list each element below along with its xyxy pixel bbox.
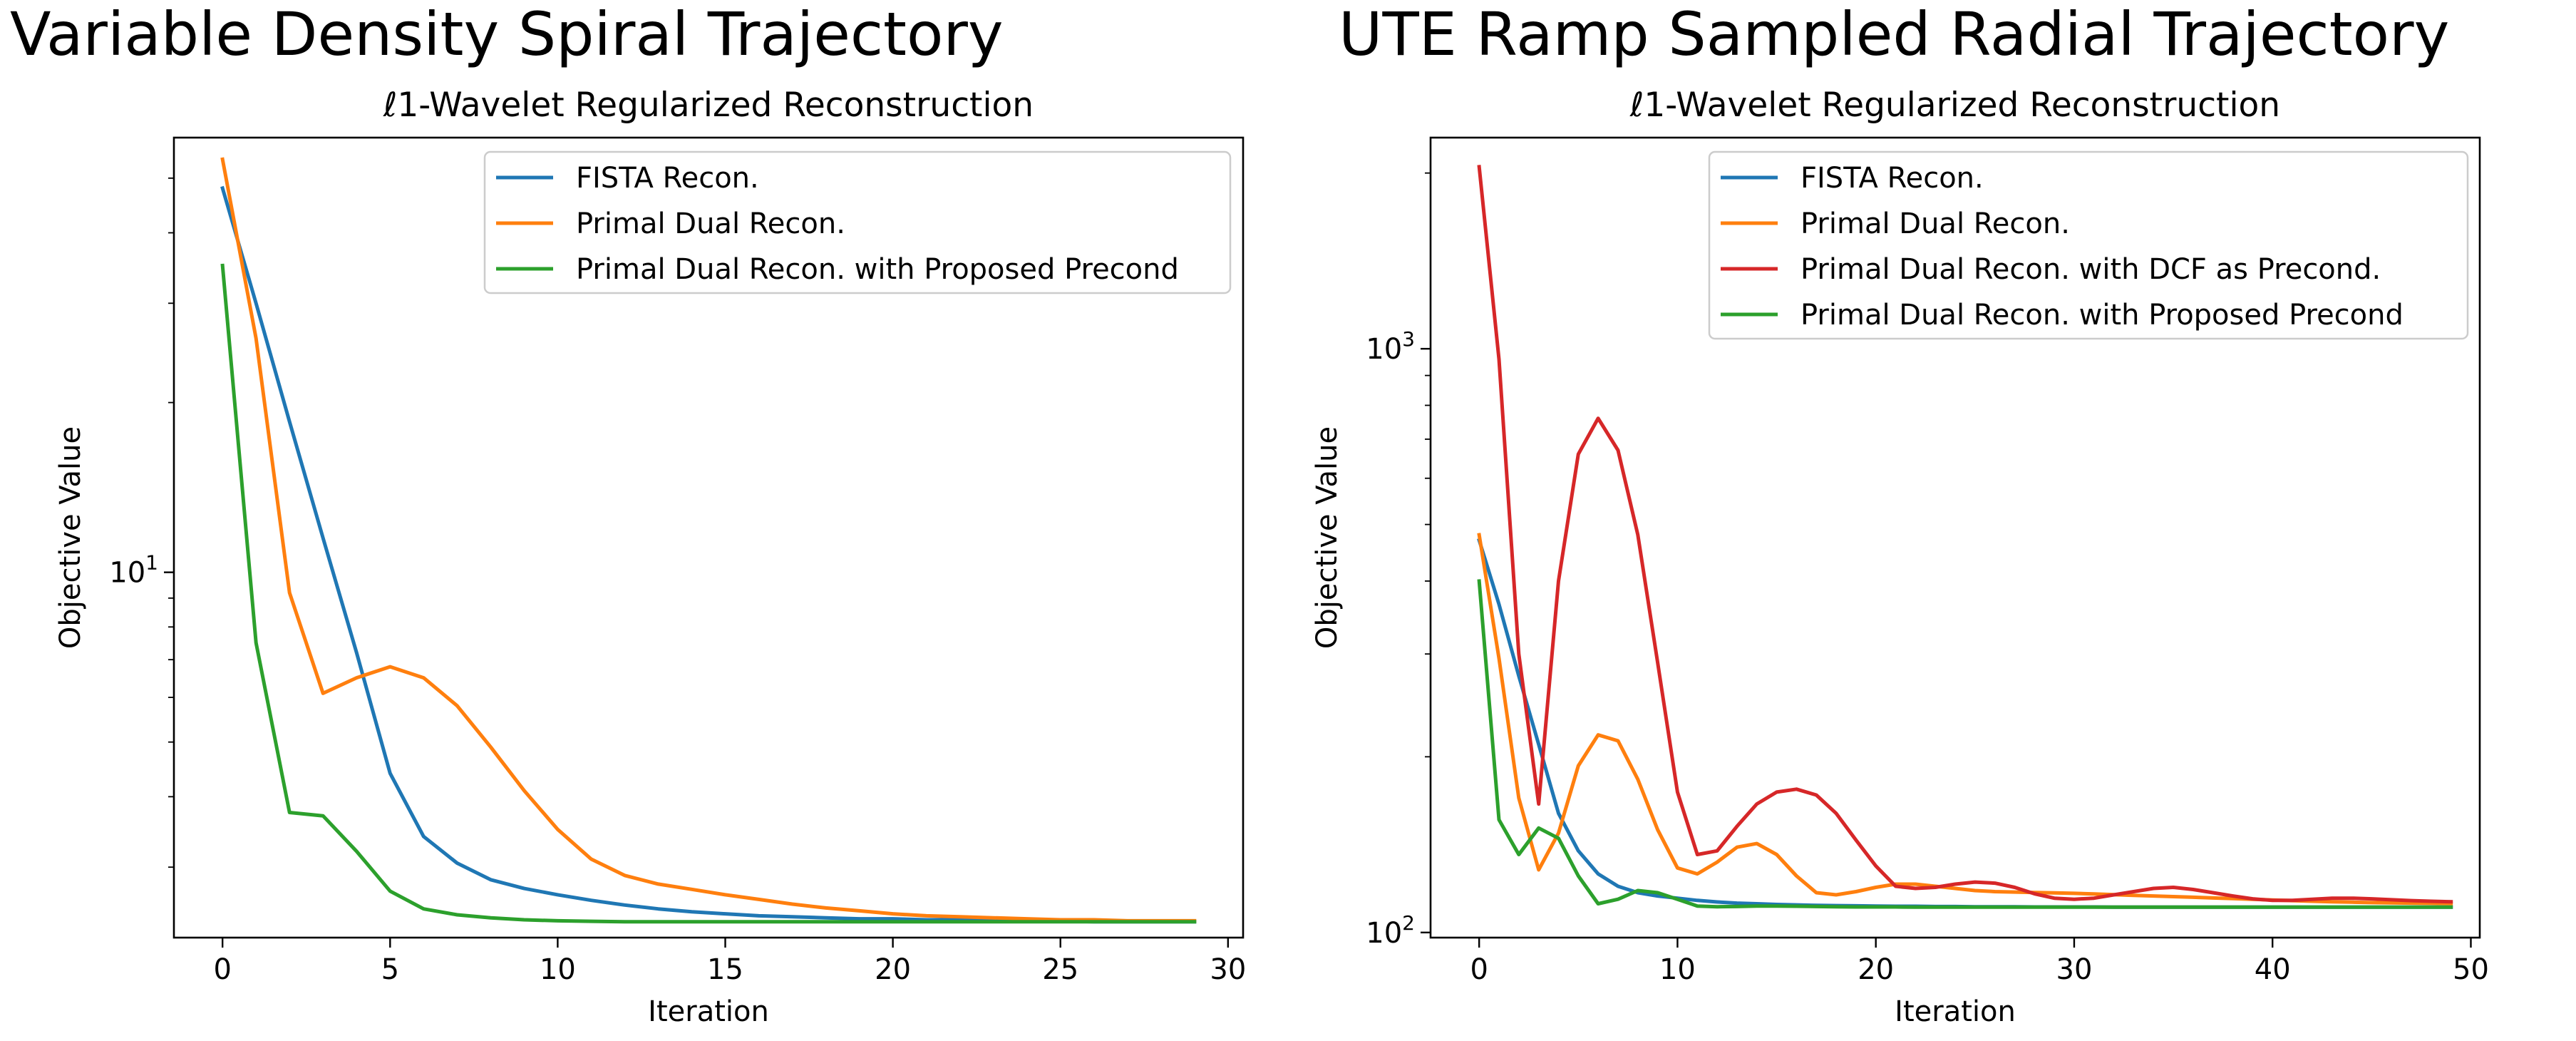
chart-right-plot-frame [1429, 136, 2481, 939]
chart-left-xtick-label: 20 [875, 953, 911, 986]
chart-right-series-1-line [1477, 533, 2453, 906]
chart-left-xtick-label: 5 [381, 953, 399, 986]
chart-left-xtick-label: 25 [1042, 953, 1078, 986]
chart-right-legend-label-0: FISTA Recon. [1800, 162, 1984, 195]
chart-right-series-layer [1477, 165, 2453, 909]
chart-right-legend: FISTA Recon. Primal Dual Recon. Primal Dua… [1708, 150, 2469, 340]
chart-right-series-3-line [1477, 579, 2453, 909]
chart-right-legend-box [1708, 150, 2469, 340]
chart-right-xtick-label: 50 [2453, 953, 2489, 986]
chart-left-xtick-label: 0 [213, 953, 231, 986]
chart-left-series-0-line [220, 185, 1197, 924]
chart-left-legend-label-1: Primal Dual Recon. [576, 207, 845, 240]
chart-left-title: ℓ1-Wavelet Regularized Reconstruction [383, 86, 1034, 125]
chart-right-legend-label-1: Primal Dual Recon. [1800, 207, 2070, 240]
chart-right-xtick-label: 40 [2255, 953, 2291, 986]
figure-title-right: UTE Ramp Sampled Radial Trajectory [1339, 0, 2450, 69]
chart-right-xlabel: Iteration [1895, 995, 2016, 1028]
chart-left-ticks-layer: 0 5 10 15 20 25 30 101 [109, 177, 1246, 986]
chart-right-ytick-label: 103 [1366, 327, 1415, 366]
chart-left-legend-box [483, 150, 1232, 294]
chart-left-series-2-line [220, 263, 1197, 924]
chart-left-series-layer [220, 157, 1197, 924]
chart-left-xtick-label: 15 [707, 953, 743, 986]
chart-left-ylabel: Objective Value [54, 426, 87, 649]
chart-right-series-0-line [1477, 538, 2453, 909]
chart-left: ℓ1-Wavelet Regularized Reconstruction It… [54, 86, 1246, 1028]
chart-left-plot-frame [172, 136, 1245, 939]
chart-right-legend-label-3: Primal Dual Recon. with Proposed Precond [1800, 299, 2404, 332]
figure-title-left: Variable Density Spiral Trajectory [10, 0, 1004, 69]
chart-left-ytick-label: 101 [109, 551, 158, 590]
chart-left-xtick-label: 10 [540, 953, 576, 986]
chart-left-xtick-label: 30 [1210, 953, 1246, 986]
chart-right: ℓ1-Wavelet Regularized Reconstruction It… [1311, 86, 2489, 1028]
chart-right-series-2-line [1477, 165, 2453, 904]
chart-left-legend-label-2: Primal Dual Recon. with Proposed Precond [576, 253, 1179, 286]
chart-right-legend-label-2: Primal Dual Recon. with DCF as Precond. [1800, 253, 2381, 286]
chart-right-xtick-label: 0 [1470, 953, 1488, 986]
chart-left-series-1-line [220, 157, 1197, 923]
chart-right-title: ℓ1-Wavelet Regularized Reconstruction [1629, 86, 2280, 125]
chart-right-ylabel: Objective Value [1311, 426, 1344, 649]
chart-left-legend-label-0: FISTA Recon. [576, 162, 759, 195]
chart-right-ytick-label: 102 [1366, 911, 1415, 950]
chart-right-xtick-label: 30 [2056, 953, 2093, 986]
chart-left-xlabel: Iteration [648, 995, 769, 1028]
chart-right-xtick-label: 20 [1858, 953, 1894, 986]
chart-right-ticks-layer: 0 10 20 30 40 50 102 103 [1366, 172, 2489, 986]
chart-left-legend: FISTA Recon. Primal Dual Recon. Primal Dua… [483, 150, 1232, 294]
chart-right-xtick-label: 10 [1659, 953, 1696, 986]
